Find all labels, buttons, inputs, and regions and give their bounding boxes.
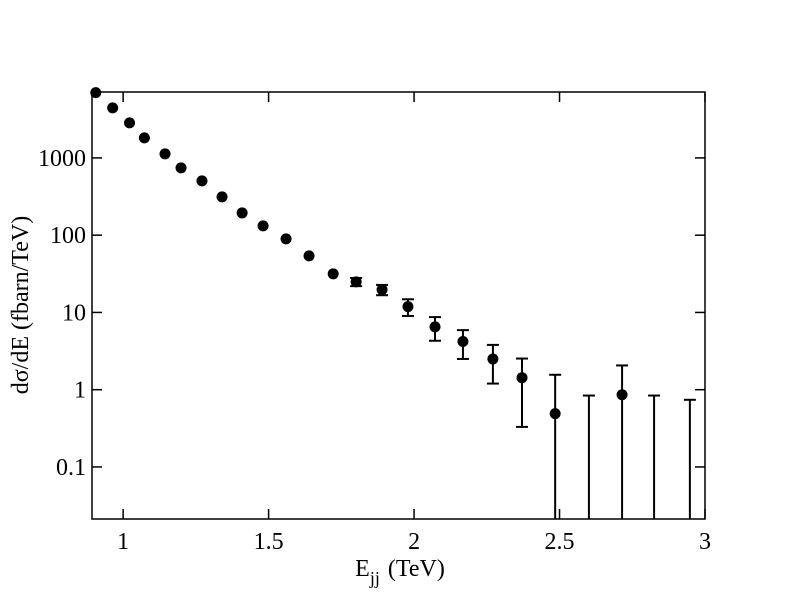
y-tick-label: 10 xyxy=(62,300,86,326)
data-point xyxy=(303,250,315,262)
x-label-sub: jj xyxy=(369,568,380,588)
data-point xyxy=(616,389,628,401)
data-point xyxy=(487,353,499,365)
data-point xyxy=(216,191,228,203)
y-axis-label: dσ/dE (fbarn/TeV) xyxy=(8,216,34,395)
data-point xyxy=(257,220,269,232)
x-tick-label: 1.5 xyxy=(254,529,284,555)
data-point xyxy=(402,301,414,313)
data-point xyxy=(376,284,388,296)
x-tick-label: 3 xyxy=(699,529,711,555)
x-label-unit: (TeV) xyxy=(388,556,445,582)
data-point xyxy=(549,408,561,420)
y-tick-label: 1000 xyxy=(38,146,86,172)
data-point xyxy=(175,162,187,174)
plot-frame xyxy=(91,91,706,520)
x-tick-label: 2.5 xyxy=(545,529,575,555)
x-label-main: E xyxy=(355,556,370,582)
x-tick-label: 1 xyxy=(117,529,129,555)
data-point xyxy=(138,132,150,144)
data-point xyxy=(327,268,339,280)
x-axis-label: Ejj (TeV) xyxy=(355,556,445,588)
data-point xyxy=(429,321,441,333)
y-tick-label: 1 xyxy=(74,378,86,404)
data-point xyxy=(236,207,248,219)
data-point xyxy=(159,148,171,160)
data-point xyxy=(350,276,362,288)
data-point xyxy=(124,117,136,129)
data-point xyxy=(90,87,102,99)
data-point xyxy=(107,102,119,114)
data-point xyxy=(280,233,292,245)
data-point xyxy=(457,336,469,348)
data-point xyxy=(196,175,208,187)
data-point xyxy=(516,372,528,384)
y-tick-label: 100 xyxy=(50,223,86,249)
x-tick-label: 2 xyxy=(408,529,420,555)
y-tick-label: 0.1 xyxy=(56,455,86,481)
